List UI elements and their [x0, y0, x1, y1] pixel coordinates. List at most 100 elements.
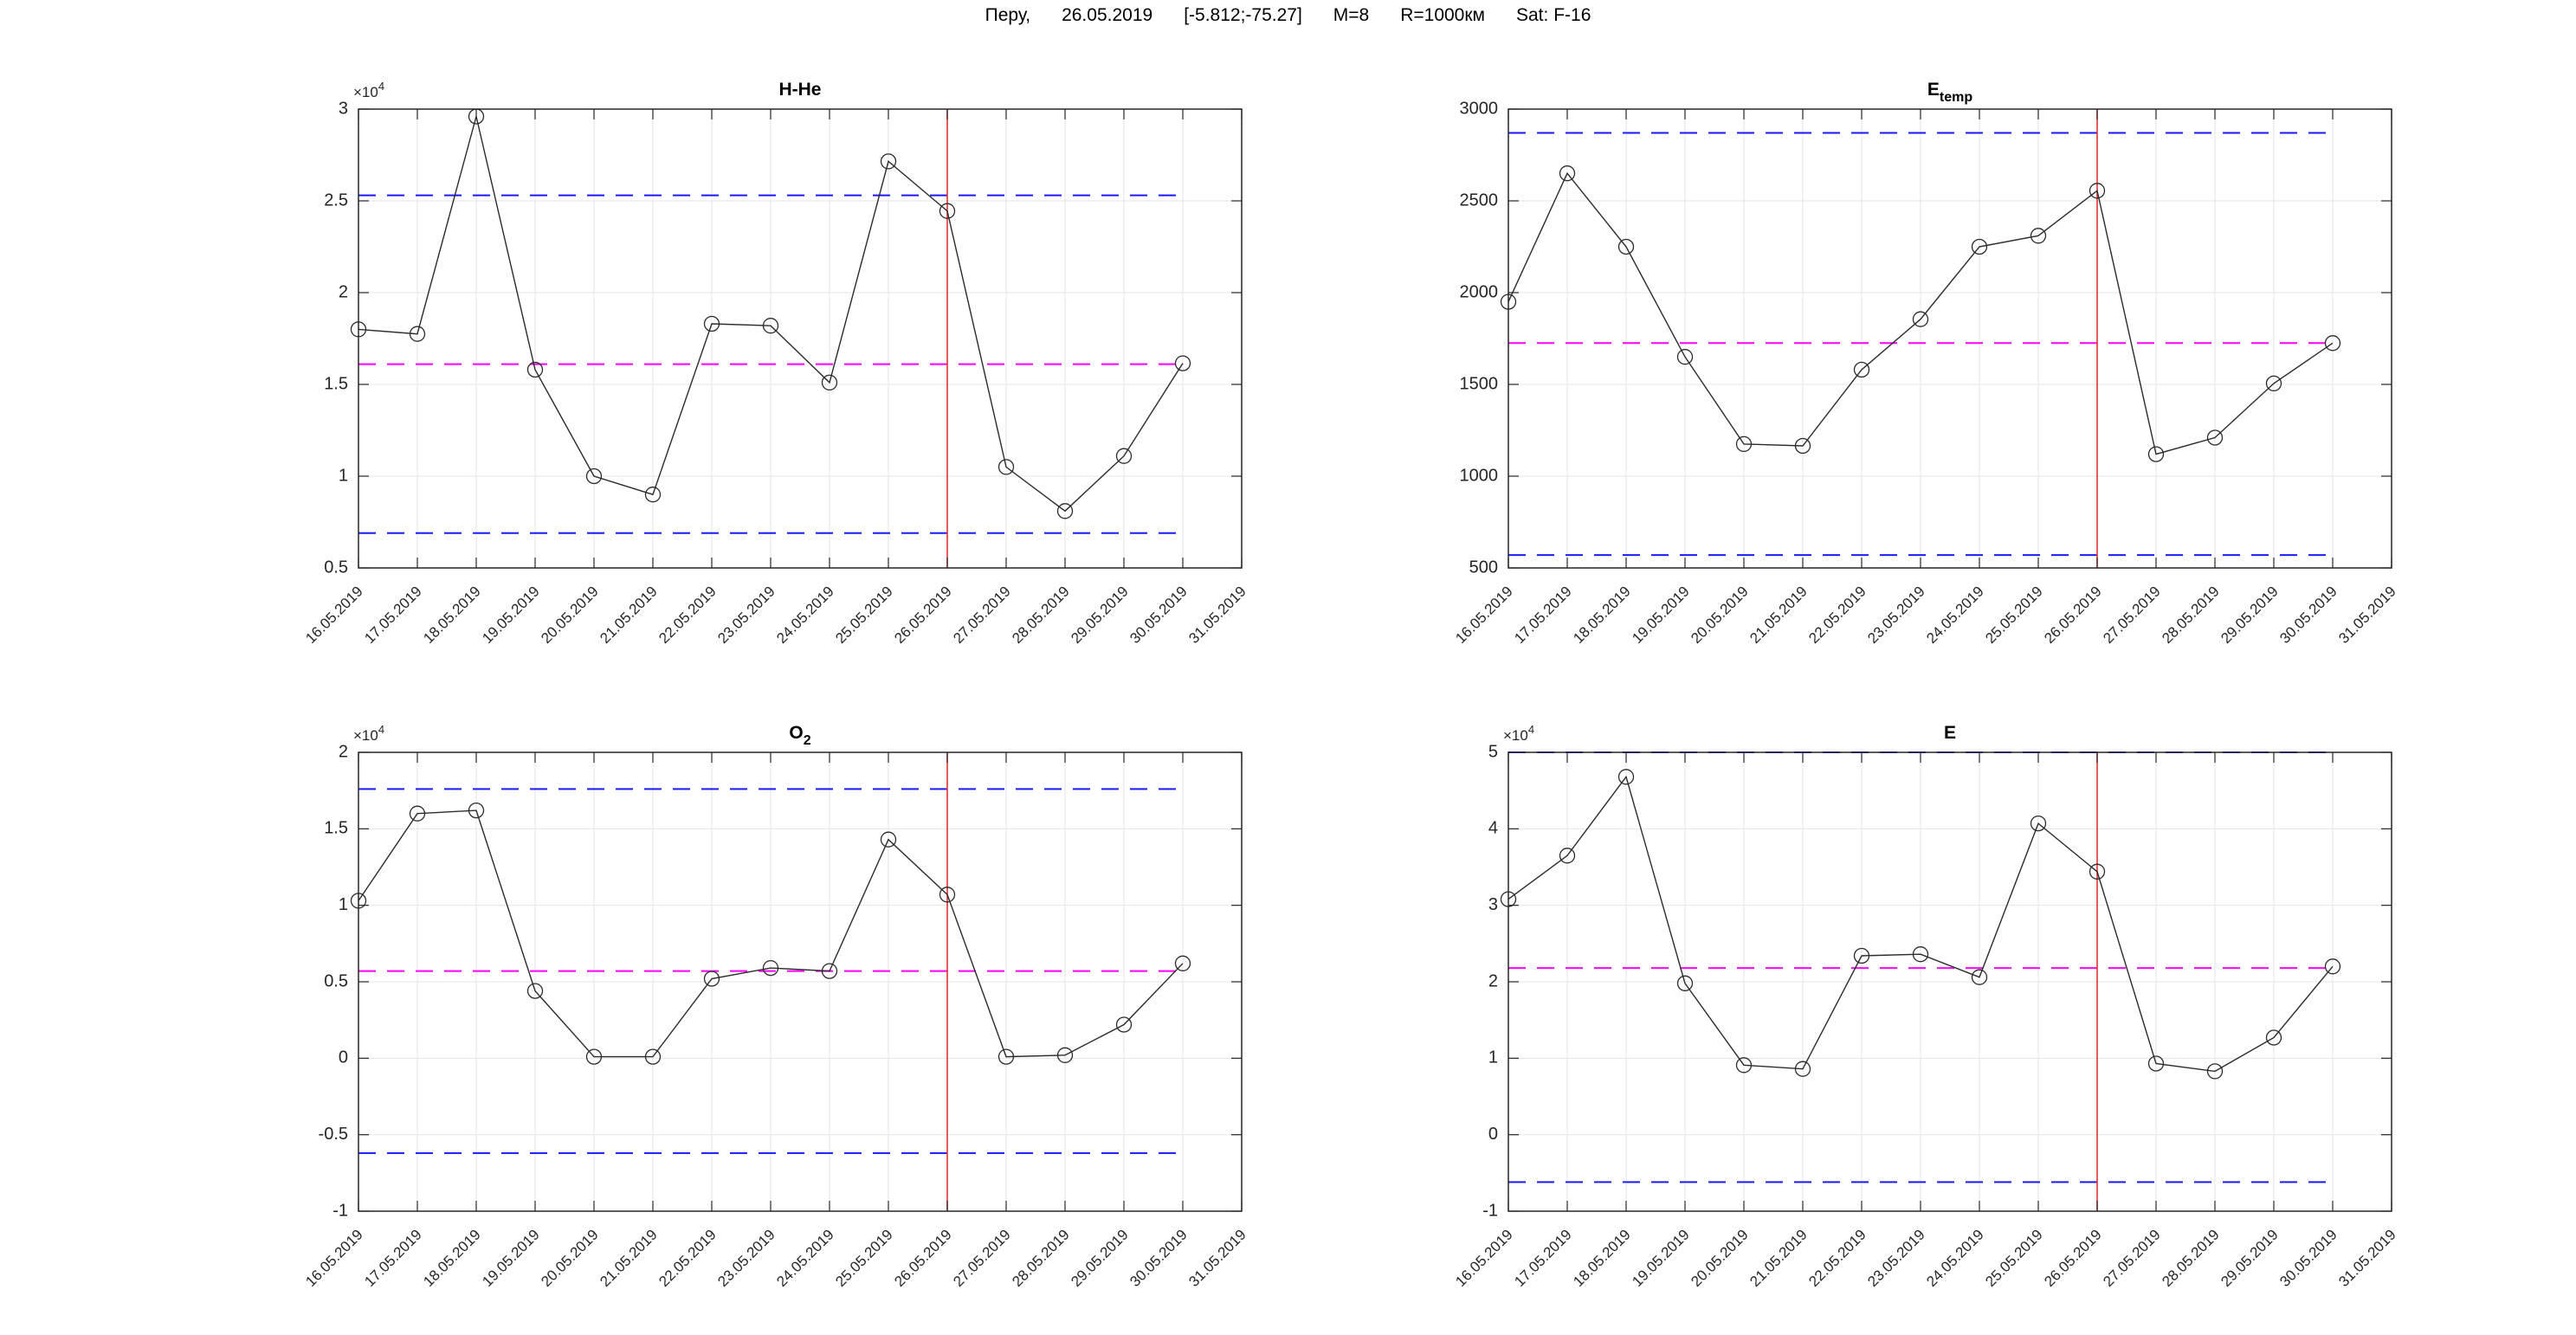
svg-text:0.5: 0.5	[324, 971, 348, 990]
svg-text:23.05.2019: 23.05.2019	[1864, 583, 1928, 647]
svg-text:21.05.2019: 21.05.2019	[1746, 583, 1811, 647]
svg-text:1500: 1500	[1460, 374, 1499, 393]
o2-plot: -1 -0.5 0 0.5 1 1.5 2 16.05.201917.05.201918.05…	[302, 723, 1249, 1290]
svg-text:27.05.2019: 27.05.2019	[950, 1226, 1014, 1290]
svg-text:19.05.2019: 19.05.2019	[1629, 1226, 1693, 1290]
svg-text:30.05.2019: 30.05.2019	[2276, 583, 2340, 647]
svg-text:24.05.2019: 24.05.2019	[1923, 583, 1987, 647]
h-he-plot: 0.5 1 1.5 2 2.5 3 16.05.201917.05.201918.05.20…	[302, 80, 1249, 647]
chart-e: -1 0 1 2 3 4 5 16.05.2019 17.05.2019 18.05.2019 19…	[1422, 692, 2452, 1335]
svg-text:30.05.2019: 30.05.2019	[2276, 1226, 2340, 1290]
svg-text:29.05.2019: 29.05.2019	[1068, 1226, 1132, 1290]
svg-text:-1: -1	[332, 1201, 348, 1220]
svg-text:26.05.2019: 26.05.2019	[2041, 1226, 2105, 1290]
svg-text:O2: O2	[789, 723, 810, 748]
figure-title: Перу, 26.05.2019 [-5.812;-75.27] M=8 R=1…	[0, 5, 2576, 26]
chart-e-temp: 500 1000 1500 2000 2500 3000 16.05.2019 17.05.2…	[1422, 48, 2452, 693]
svg-text:20.05.2019: 20.05.2019	[1688, 1226, 1752, 1290]
svg-text:28.05.2019: 28.05.2019	[1009, 583, 1073, 647]
svg-text:25.05.2019: 25.05.2019	[1982, 583, 2046, 647]
svg-text:3: 3	[339, 99, 348, 118]
svg-text:21.05.2019: 21.05.2019	[597, 583, 661, 647]
svg-text:2000: 2000	[1460, 282, 1499, 301]
svg-text:1.5: 1.5	[324, 374, 348, 393]
svg-text:18.05.2019: 18.05.2019	[420, 583, 484, 647]
svg-text:17.05.2019: 17.05.2019	[1511, 583, 1575, 647]
svg-text:16.05.2019: 16.05.2019	[302, 583, 366, 647]
svg-text:18.05.2019: 18.05.2019	[1570, 1226, 1634, 1290]
svg-text:2: 2	[1488, 971, 1498, 990]
svg-text:-1: -1	[1482, 1201, 1498, 1220]
svg-text:0: 0	[1488, 1125, 1498, 1144]
svg-text:Etemp: Etemp	[1927, 80, 1972, 105]
svg-text:20.05.2019: 20.05.2019	[538, 583, 602, 647]
svg-text:21.05.2019: 21.05.2019	[597, 1226, 661, 1290]
svg-text:1000: 1000	[1460, 466, 1499, 485]
svg-text:23.05.2019: 23.05.2019	[1864, 1226, 1928, 1290]
svg-text:2: 2	[339, 282, 348, 301]
svg-text:E: E	[1944, 723, 1956, 743]
svg-text:1: 1	[1488, 1048, 1498, 1067]
svg-text:29.05.2019: 29.05.2019	[2218, 583, 2282, 647]
svg-text:×104: ×104	[1503, 723, 1534, 744]
svg-text:26.05.2019: 26.05.2019	[891, 583, 955, 647]
svg-text:22.05.2019: 22.05.2019	[655, 1226, 720, 1290]
svg-text:26.05.2019: 26.05.2019	[891, 1226, 955, 1290]
svg-text:20.05.2019: 20.05.2019	[1688, 583, 1752, 647]
svg-text:23.05.2019: 23.05.2019	[714, 1226, 778, 1290]
svg-text:31.05.2019: 31.05.2019	[1185, 583, 1249, 647]
svg-text:30.05.2019: 30.05.2019	[1127, 1226, 1191, 1290]
svg-text:23.05.2019: 23.05.2019	[714, 583, 778, 647]
figure-title-coordinates: [-5.812;-75.27]	[1184, 5, 1302, 25]
chart-o2: -1 -0.5 0 0.5 1 1.5 2 16.05.2019 17.05.2019 18.05…	[272, 692, 1302, 1335]
svg-text:0.5: 0.5	[324, 558, 348, 577]
svg-text:3: 3	[1488, 895, 1498, 914]
svg-text:1: 1	[339, 895, 348, 914]
svg-text:29.05.2019: 29.05.2019	[2218, 1226, 2282, 1290]
svg-text:28.05.2019: 28.05.2019	[2159, 1226, 2223, 1290]
svg-text:17.05.2019: 17.05.2019	[361, 583, 425, 647]
svg-text:28.05.2019: 28.05.2019	[2159, 583, 2223, 647]
svg-text:20.05.2019: 20.05.2019	[538, 1226, 602, 1290]
svg-text:31.05.2019: 31.05.2019	[2335, 1226, 2399, 1290]
svg-text:24.05.2019: 24.05.2019	[1923, 1226, 1987, 1290]
svg-text:31.05.2019: 31.05.2019	[1185, 1226, 1249, 1290]
svg-text:16.05.2019: 16.05.2019	[1452, 583, 1516, 647]
svg-text:2500: 2500	[1460, 190, 1499, 210]
svg-text:16.05.2019: 16.05.2019	[302, 1226, 366, 1290]
figure-title-radius: R=1000км	[1400, 5, 1485, 25]
svg-text:×104: ×104	[353, 80, 384, 100]
svg-text:31.05.2019: 31.05.2019	[2335, 583, 2399, 647]
svg-text:22.05.2019: 22.05.2019	[1805, 583, 1869, 647]
svg-text:17.05.2019: 17.05.2019	[361, 1226, 425, 1290]
figure-title-satellite: Sat: F-16	[1516, 5, 1591, 25]
svg-text:21.05.2019: 21.05.2019	[1746, 1226, 1811, 1290]
svg-text:2.5: 2.5	[324, 190, 348, 210]
e-plot: -1 0 1 2 3 4 5 16.05.201917.05.201918.05.201919…	[1452, 723, 2399, 1290]
svg-text:1: 1	[339, 466, 348, 485]
svg-text:22.05.2019: 22.05.2019	[655, 583, 720, 647]
svg-text:19.05.2019: 19.05.2019	[479, 1226, 543, 1290]
svg-text:5: 5	[1488, 742, 1498, 761]
svg-text:0: 0	[339, 1048, 348, 1067]
svg-text:24.05.2019: 24.05.2019	[773, 583, 837, 647]
svg-text:-0.5: -0.5	[319, 1125, 348, 1144]
svg-text:16.05.2019: 16.05.2019	[1452, 1226, 1516, 1290]
svg-text:2: 2	[339, 742, 348, 761]
svg-text:30.05.2019: 30.05.2019	[1127, 583, 1191, 647]
svg-text:4: 4	[1488, 819, 1498, 838]
figure-title-date: 26.05.2019	[1062, 5, 1153, 25]
e-temp-plot: 500 1000 1500 2000 2500 3000 16.05.201917.05.2…	[1452, 80, 2399, 647]
svg-text:28.05.2019: 28.05.2019	[1009, 1226, 1073, 1290]
svg-text:18.05.2019: 18.05.2019	[1570, 583, 1634, 647]
svg-text:19.05.2019: 19.05.2019	[1629, 583, 1693, 647]
svg-text:1.5: 1.5	[324, 819, 348, 838]
svg-text:25.05.2019: 25.05.2019	[832, 1226, 896, 1290]
svg-text:18.05.2019: 18.05.2019	[420, 1226, 484, 1290]
svg-text:25.05.2019: 25.05.2019	[832, 583, 896, 647]
svg-text:24.05.2019: 24.05.2019	[773, 1226, 837, 1290]
svg-text:3000: 3000	[1460, 99, 1499, 118]
svg-text:500: 500	[1469, 558, 1498, 577]
svg-text:17.05.2019: 17.05.2019	[1511, 1226, 1575, 1290]
